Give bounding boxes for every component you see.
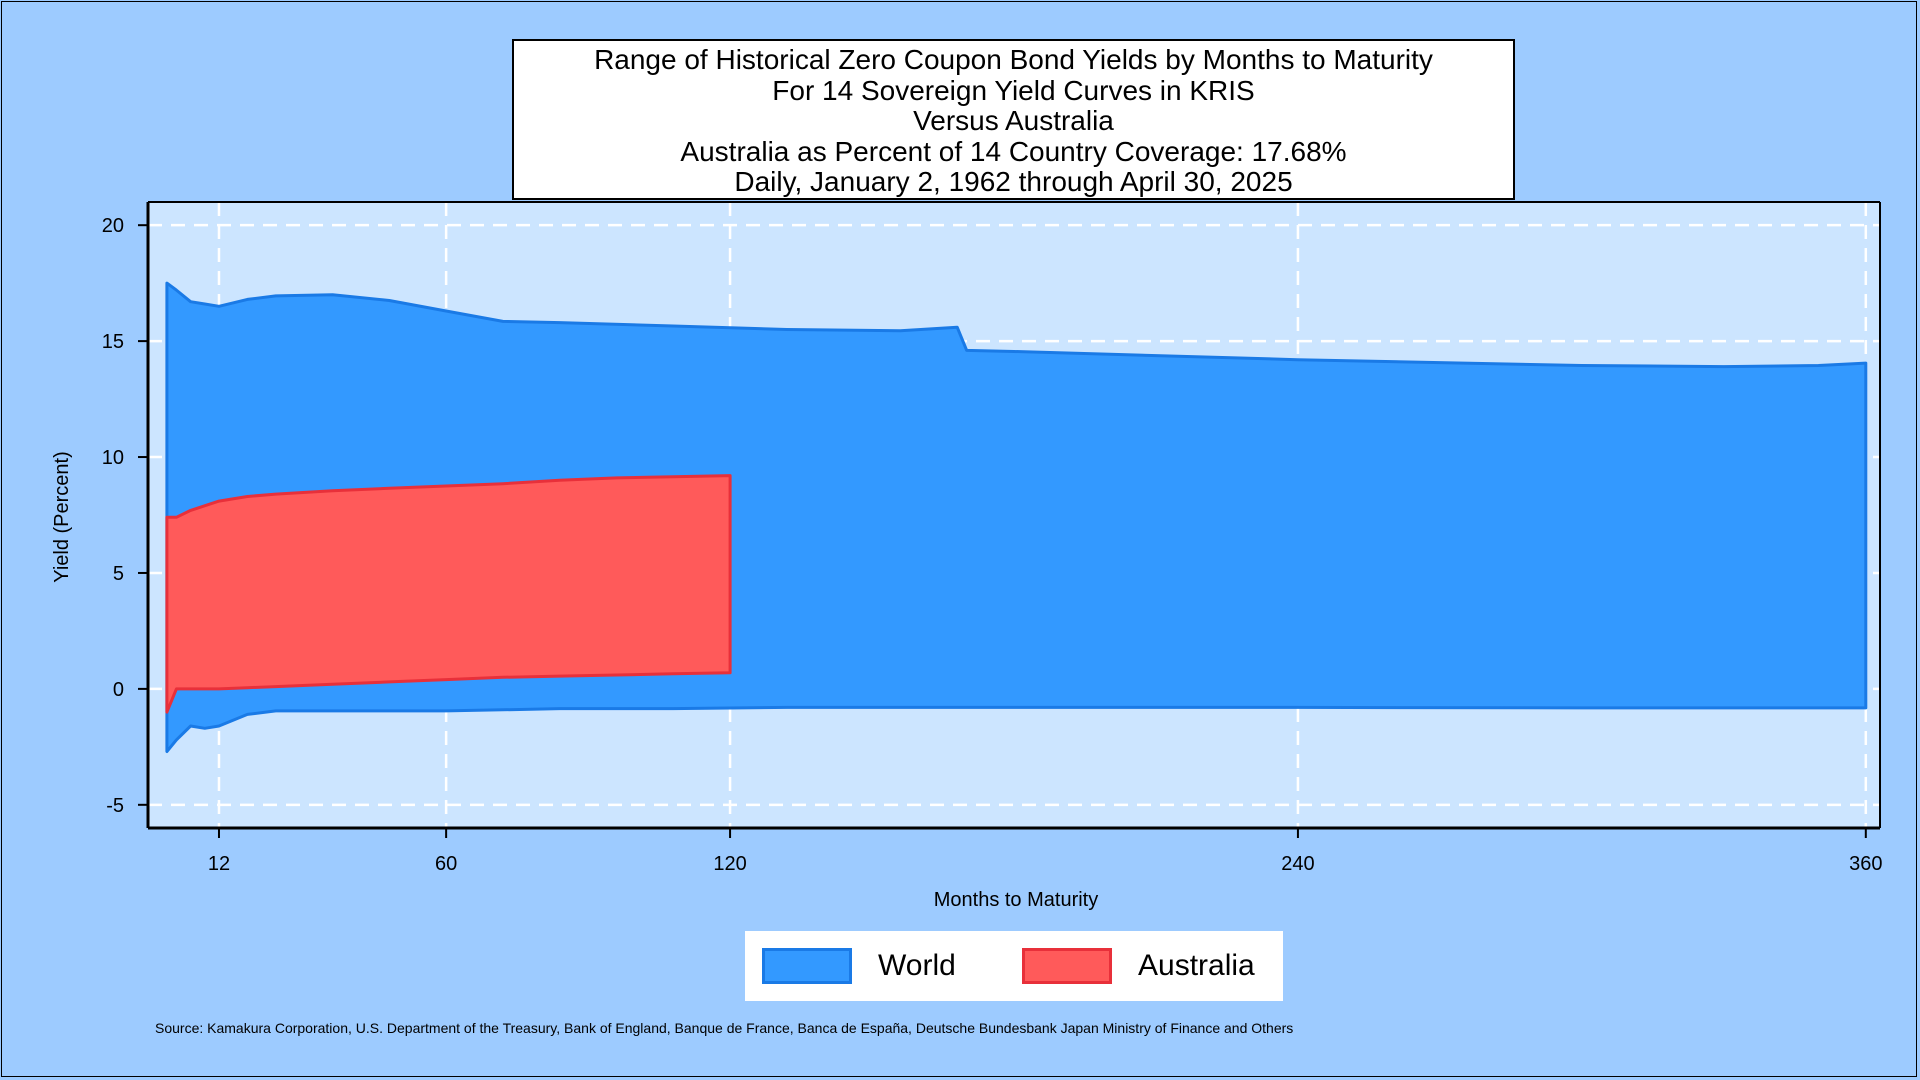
legend-label-australia: Australia [1138,949,1255,982]
legend-swatch-australia [1022,948,1112,984]
title-line-1: Range of Historical Zero Coupon Bond Yie… [594,44,1433,75]
legend-swatch-world [762,948,852,984]
y-tick-label: -5 [106,795,124,817]
title-line-4: Australia as Percent of 14 Country Cover… [680,135,1347,167]
x-tick-label: 240 [1281,853,1314,875]
source-note: Source: Kamakura Corporation, U.S. Depar… [155,1020,1294,1036]
x-axis-title: Months to Maturity [934,889,1099,911]
title-line-2: For 14 Sovereign Yield Curves in KRIS [772,74,1255,106]
x-tick-label: 60 [435,853,457,875]
y-tick-label: 0 [113,679,124,701]
x-tick-label: 120 [713,853,746,875]
x-tick-label: 360 [1849,853,1882,875]
y-tick-label: 5 [113,563,124,585]
y-tick-label: 20 [102,215,124,237]
title-line-3: Versus Australia [913,105,1114,136]
x-tick-label: 12 [208,853,230,875]
legend: World Australia [745,931,1283,1001]
axes: 12 60 120 240 360 -5 0 5 10 15 20 [102,201,1882,875]
y-tick-label: 10 [102,447,124,469]
chart-title-box: Range of Historical Zero Coupon Bond Yie… [512,39,1515,200]
legend-label-world: World [878,949,956,982]
y-axis-title: Yield (Percent) [51,451,73,583]
title-line-5: Daily, January 2, 1962 through April 30,… [734,166,1293,197]
area-series-australia [165,474,732,714]
area-series-layer [165,281,1868,753]
y-tick-label: 15 [102,331,124,353]
